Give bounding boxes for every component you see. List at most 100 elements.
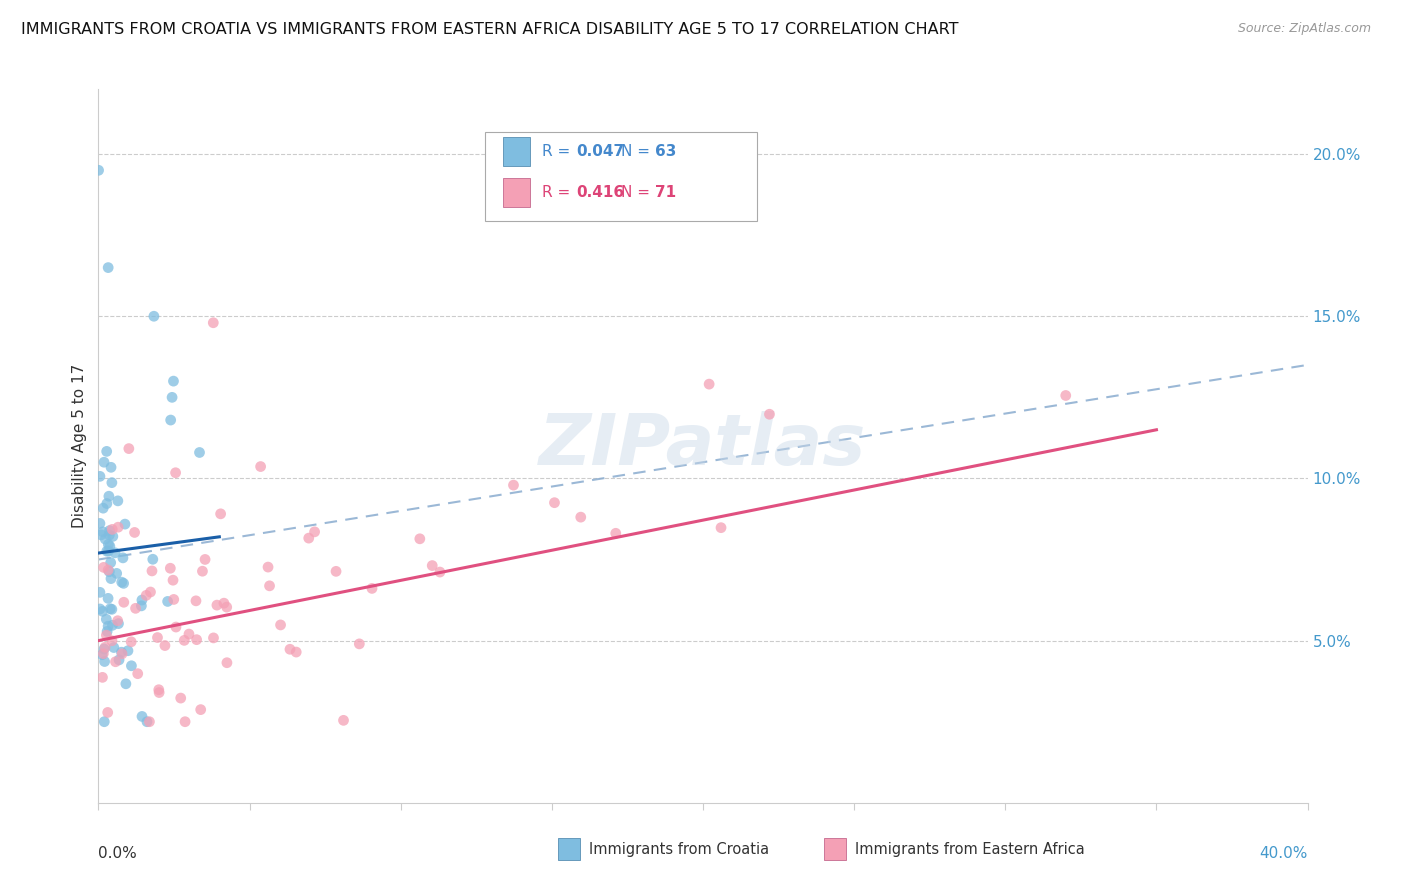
Point [104, 655, 127, 669]
Point [162, 374, 184, 388]
Point [101, 633, 124, 648]
Point [96, 544, 118, 558]
Point [332, 714, 354, 728]
Point [93, 714, 115, 729]
Point [136, 714, 159, 729]
Point [91, 604, 114, 618]
Bar [503, 178, 530, 207]
Point [270, 618, 292, 632]
Point [96, 444, 118, 458]
Point [91, 670, 114, 684]
Point [159, 413, 181, 427]
Point [97, 706, 120, 720]
Point [148, 682, 170, 697]
Point [569, 510, 592, 524]
Text: N =: N = [621, 186, 655, 200]
Point [91, 647, 114, 661]
Point [110, 645, 132, 659]
Text: R =: R = [543, 144, 575, 159]
Bar [503, 137, 530, 166]
Point [117, 644, 139, 658]
Point [111, 550, 134, 565]
Bar [558, 838, 579, 860]
Point [97, 591, 120, 606]
Point [100, 556, 122, 570]
Point [135, 588, 157, 602]
Point [202, 631, 225, 645]
Point [97, 489, 120, 503]
Point [87, 163, 110, 178]
Point [105, 566, 128, 581]
Point [165, 620, 187, 634]
Point [101, 602, 124, 616]
Point [91, 501, 114, 516]
Point [98, 601, 121, 615]
Point [89, 585, 111, 599]
Point [758, 407, 780, 421]
Text: 63: 63 [655, 144, 676, 159]
Point [170, 691, 193, 706]
Point [91, 524, 114, 539]
Text: 0.416: 0.416 [576, 186, 624, 200]
Point [278, 642, 301, 657]
Point [1054, 388, 1077, 402]
Point [429, 565, 451, 579]
Point [96, 628, 118, 642]
Point [89, 516, 111, 531]
Point [420, 558, 443, 573]
Point [502, 478, 524, 492]
Point [97, 260, 120, 275]
Point [162, 573, 184, 587]
Point [163, 592, 186, 607]
Point [101, 618, 124, 632]
Point [97, 563, 120, 577]
Point [148, 685, 170, 699]
Point [112, 576, 135, 591]
Point [124, 525, 146, 540]
Point [205, 598, 228, 612]
Point [114, 517, 136, 532]
Point [100, 460, 122, 475]
Point [202, 316, 225, 330]
Point [107, 614, 129, 628]
Point [190, 703, 212, 717]
Text: Source: ZipAtlas.com: Source: ZipAtlas.com [1237, 22, 1371, 36]
Point [107, 616, 129, 631]
Point [93, 455, 115, 469]
Point [97, 544, 120, 558]
Point [97, 619, 120, 633]
Point [93, 642, 115, 657]
Point [131, 593, 153, 607]
Point [165, 466, 187, 480]
Point [142, 310, 165, 324]
Point [107, 520, 129, 534]
Point [361, 582, 384, 596]
Point [94, 640, 117, 655]
Point [101, 529, 124, 543]
Point [285, 645, 308, 659]
Point [98, 565, 121, 579]
Point [409, 532, 432, 546]
Point [710, 521, 733, 535]
Point [131, 599, 153, 613]
Point [93, 655, 115, 669]
Point [94, 532, 117, 546]
Text: 40.0%: 40.0% [1260, 846, 1308, 861]
Point [174, 714, 197, 729]
Point [257, 560, 280, 574]
Point [112, 595, 135, 609]
Point [259, 579, 281, 593]
Text: 0.047: 0.047 [576, 144, 624, 159]
Bar [824, 838, 845, 860]
Point [215, 600, 238, 615]
Text: N =: N = [621, 144, 655, 159]
Point [98, 524, 121, 538]
Y-axis label: Disability Age 5 to 17: Disability Age 5 to 17 [72, 364, 87, 528]
Point [212, 596, 235, 610]
Point [103, 640, 125, 655]
Point [298, 531, 321, 545]
Text: Immigrants from Eastern Africa: Immigrants from Eastern Africa [855, 842, 1085, 856]
Point [349, 637, 371, 651]
Point [111, 575, 134, 590]
Point [98, 528, 121, 542]
